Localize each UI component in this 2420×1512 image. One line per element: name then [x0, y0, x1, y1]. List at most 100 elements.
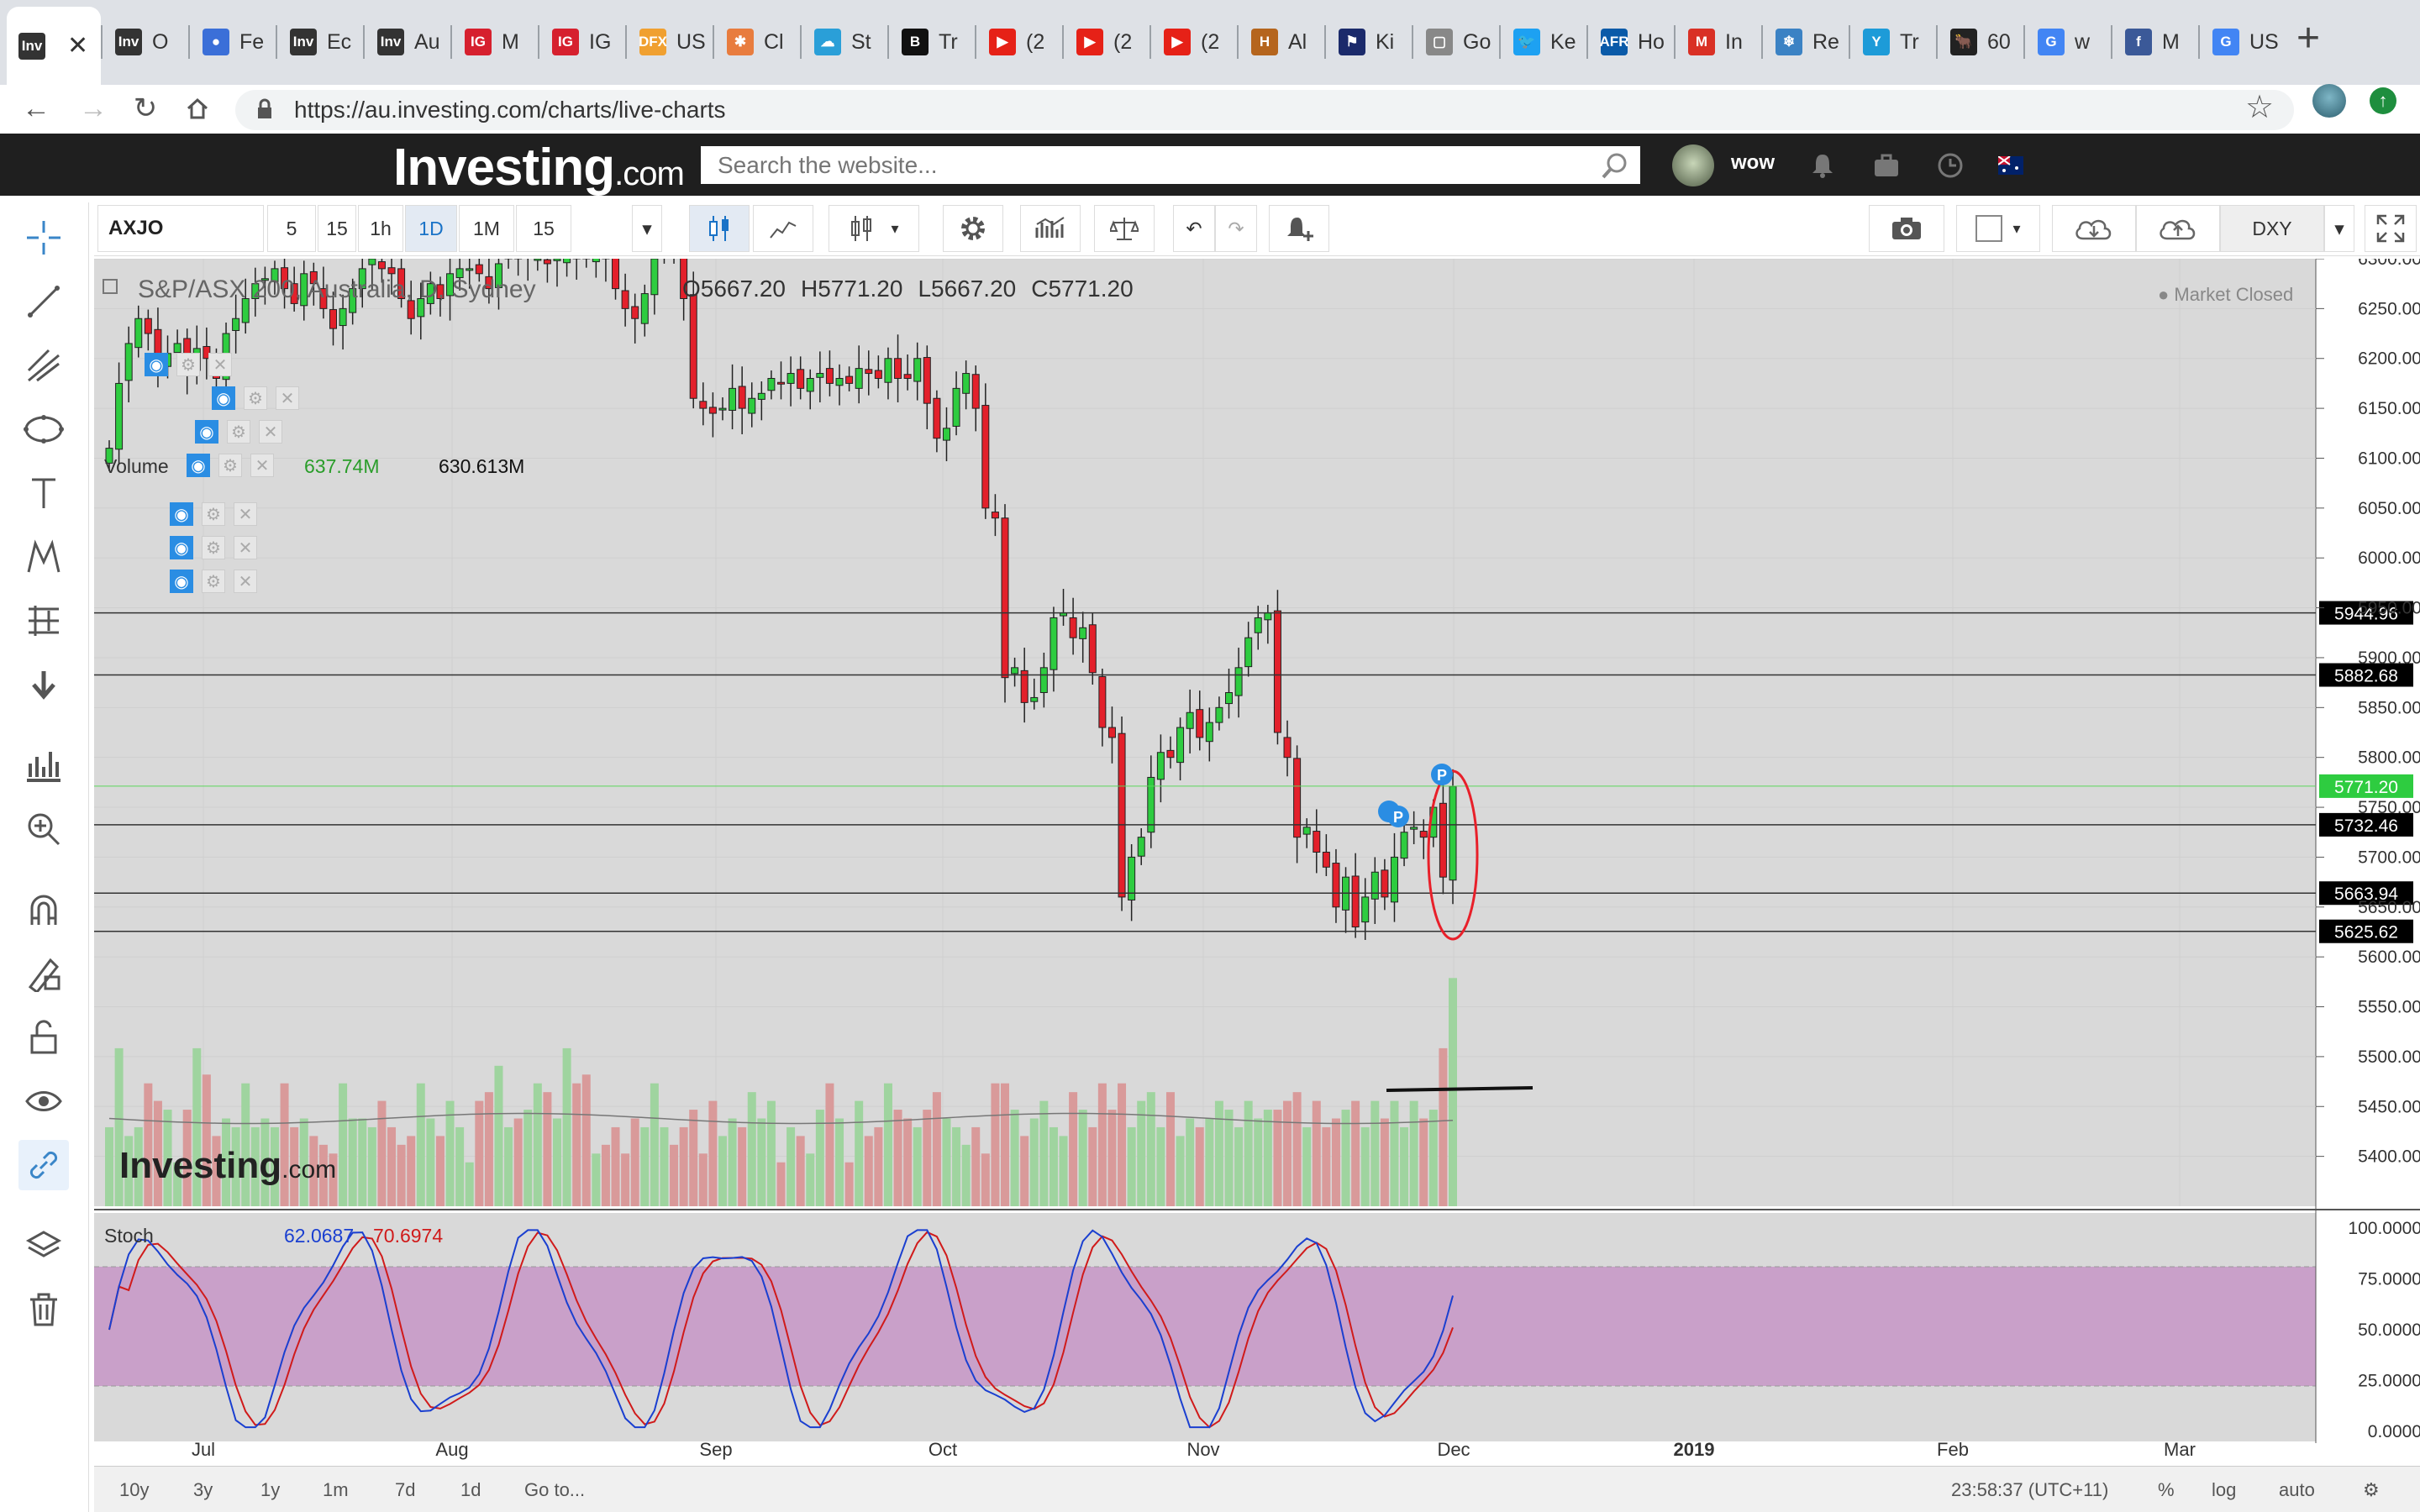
percent-toggle[interactable]: %	[2158, 1479, 2175, 1500]
browser-tab[interactable]: IG M	[453, 12, 538, 72]
legend-gear-icon[interactable]: ⚙	[227, 420, 250, 444]
symbol-input[interactable]: AXJO	[97, 205, 264, 252]
line-chart-type-icon[interactable]	[753, 205, 813, 252]
legend-close-icon[interactable]: ✕	[250, 454, 274, 477]
site-search-input[interactable]	[701, 146, 1640, 184]
browser-tab[interactable]: ✱ Cl	[715, 12, 800, 72]
url-input[interactable]: https://au.investing.com/charts/live-cha…	[235, 90, 2294, 130]
bars-chart-type-icon[interactable]: ▾	[829, 205, 919, 252]
range-3y[interactable]: 3y	[193, 1479, 213, 1500]
trash-icon[interactable]	[18, 1284, 69, 1335]
fib-retracement-icon[interactable]	[18, 596, 69, 646]
browser-tab[interactable]: IG IG	[540, 12, 625, 72]
browser-tab[interactable]: Inv Ec	[278, 12, 363, 72]
browser-tab[interactable]: 🐂 60	[1939, 12, 2023, 72]
range-1m[interactable]: 1m	[323, 1479, 349, 1500]
legend-eye-icon[interactable]: ◉	[145, 353, 168, 376]
eye-icon[interactable]	[18, 1076, 69, 1126]
browser-tab[interactable]: H Al	[1239, 12, 1324, 72]
legend-gear-icon[interactable]: ⚙	[218, 454, 242, 477]
chart-area[interactable]: 5944.96 5882.68 5771.20 5732.46 5663.94 5625.…	[94, 220, 2420, 1472]
browser-tab[interactable]: Inv O	[103, 12, 188, 72]
interval-button-1h[interactable]: 1h	[358, 205, 403, 252]
settings-gear-icon[interactable]	[943, 205, 1003, 252]
undo-icon[interactable]: ↶	[1173, 205, 1215, 252]
browser-tab[interactable]: DFX US	[628, 12, 713, 72]
zoom-in-icon[interactable]	[18, 804, 69, 854]
forward-icon[interactable]: →	[79, 92, 108, 124]
bookmark-star-icon[interactable]: ☆	[2245, 90, 2275, 125]
shapes-ellipse-icon[interactable]	[18, 404, 69, 454]
browser-tab[interactable]: ⚑ Ki	[1327, 12, 1412, 72]
browser-tab[interactable]: ❄ Re	[1764, 12, 1849, 72]
range-7d[interactable]: 7d	[395, 1479, 416, 1500]
browser-tab[interactable]: ▢ Go	[1414, 12, 1499, 72]
pivot-marker-icon[interactable]	[1387, 806, 1409, 827]
save-chart-cloud-icon[interactable]	[2136, 205, 2220, 252]
layers-icon[interactable]	[18, 1221, 69, 1271]
search-icon[interactable]	[1600, 151, 1630, 181]
browser-tab[interactable]: Inv Au	[366, 12, 450, 72]
back-icon[interactable]: ←	[22, 92, 50, 124]
link-icon[interactable]	[18, 1140, 69, 1190]
chart-svg[interactable]: 5944.96 5882.68 5771.20 5732.46 5663.94 5625.…	[94, 220, 2420, 1472]
legend-eye-icon[interactable]: ◉	[195, 420, 218, 444]
legend-close-icon[interactable]: ✕	[234, 570, 257, 593]
browser-tab[interactable]: 🐦 Ke	[1502, 12, 1586, 72]
range-10y[interactable]: 10y	[119, 1479, 150, 1500]
pitchfork-icon[interactable]	[18, 340, 69, 391]
legend-eye-icon[interactable]: ◉	[170, 502, 193, 526]
close-tab-icon[interactable]: ✕	[67, 32, 89, 60]
legend-close-icon[interactable]: ✕	[276, 386, 299, 410]
username-label[interactable]: wow	[1731, 151, 1775, 174]
pivot-marker-icon[interactable]	[1431, 764, 1453, 785]
browser-tab[interactable]: B Tr	[890, 12, 975, 72]
chart-properties-gear-icon[interactable]: ⚙	[2363, 1479, 2380, 1500]
dxy-button[interactable]: DXY	[2220, 205, 2324, 252]
collapse-legend-icon[interactable]	[103, 279, 118, 294]
reload-icon[interactable]: ↻	[133, 92, 158, 124]
fullscreen-icon[interactable]	[2365, 205, 2417, 252]
bell-icon[interactable]	[1808, 151, 1837, 180]
lock-drawings-icon[interactable]	[18, 1012, 69, 1063]
range-1y[interactable]: 1y	[260, 1479, 281, 1500]
stay-in-drawing-icon[interactable]	[18, 948, 69, 999]
legend-gear-icon[interactable]: ⚙	[202, 570, 225, 593]
legend-close-icon[interactable]: ✕	[259, 420, 282, 444]
portfolio-icon[interactable]	[1872, 151, 1901, 180]
range-1d[interactable]: 1d	[460, 1479, 481, 1500]
browser-tab[interactable]: Y Tr	[1851, 12, 1936, 72]
new-tab-button[interactable]: +	[2296, 16, 2321, 60]
snapshot-camera-icon[interactable]	[1869, 205, 1944, 252]
candles-chart-type-icon[interactable]	[689, 205, 750, 252]
clock-icon[interactable]	[1936, 151, 1965, 180]
browser-tab[interactable]: ● Fe	[191, 12, 276, 72]
legend-eye-icon[interactable]: ◉	[170, 570, 193, 593]
text-tool-icon[interactable]	[18, 468, 69, 518]
log-toggle[interactable]: log	[2212, 1479, 2237, 1500]
arrow-down-icon[interactable]	[18, 659, 69, 710]
load-chart-cloud-icon[interactable]	[2052, 205, 2136, 252]
auto-toggle[interactable]: auto	[2279, 1479, 2315, 1500]
legend-eye-icon[interactable]: ◉	[187, 454, 210, 477]
browser-tab[interactable]: M In	[1676, 12, 1761, 72]
legend-gear-icon[interactable]: ⚙	[202, 502, 225, 526]
interval-dropdown-icon[interactable]: ▾	[632, 205, 662, 252]
interval-button-5[interactable]: 5	[267, 205, 316, 252]
browser-tab[interactable]: ☁ St	[802, 12, 887, 72]
legend-close-icon[interactable]: ✕	[208, 353, 232, 376]
layout-select-icon[interactable]: ▾	[1956, 205, 2040, 252]
redo-icon[interactable]: ↷	[1215, 205, 1257, 252]
home-icon[interactable]	[176, 85, 218, 132]
australia-flag-icon[interactable]	[1998, 156, 2023, 175]
interval-button-15[interactable]: 15	[516, 205, 571, 252]
browser-tab[interactable]: AFR Ho	[1589, 12, 1674, 72]
legend-eye-icon[interactable]: ◉	[212, 386, 235, 410]
legend-close-icon[interactable]: ✕	[234, 536, 257, 559]
compare-scales-icon[interactable]	[1094, 205, 1155, 252]
browser-tab[interactable]: G US	[2201, 12, 2293, 72]
legend-gear-icon[interactable]: ⚙	[176, 353, 200, 376]
interval-button-1d[interactable]: 1D	[405, 205, 457, 252]
extension-icon[interactable]: ↑	[2370, 87, 2396, 114]
